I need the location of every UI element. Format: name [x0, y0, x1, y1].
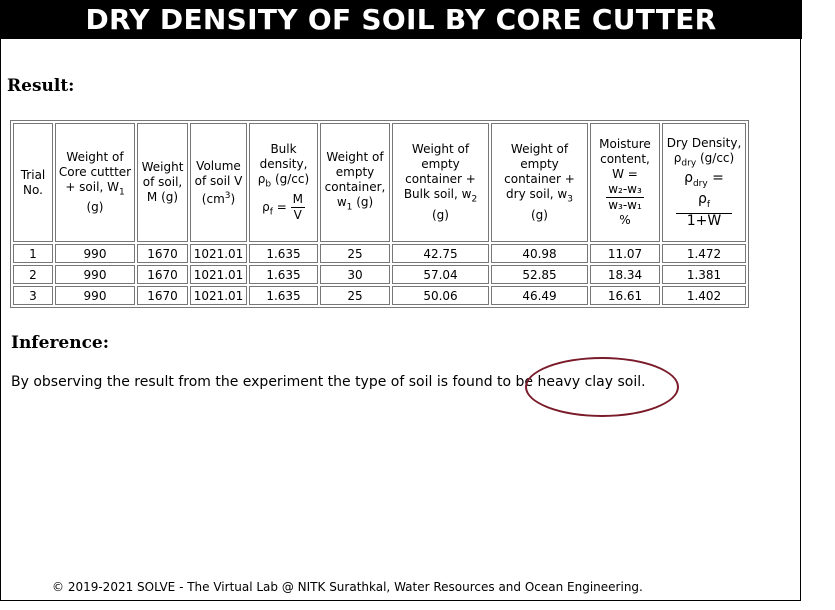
- table-cell: 1.472: [662, 244, 746, 263]
- table-cell: 16.61: [590, 286, 660, 305]
- table-cell: 1.381: [662, 265, 746, 284]
- table-cell: 1670: [137, 244, 188, 263]
- page-frame: [0, 0, 801, 601]
- table-cell: 46.49: [491, 286, 588, 305]
- table-cell: 990: [55, 286, 135, 305]
- table-cell: 1.402: [662, 286, 746, 305]
- table-cell: 30: [320, 265, 390, 284]
- header-bulk-soil: Weight of empty container + Bulk soil, w…: [392, 123, 489, 242]
- table-cell: 18.34: [590, 265, 660, 284]
- inference-heading: Inference:: [11, 333, 110, 353]
- dry-density-fraction: ρf 1+W: [676, 192, 732, 229]
- table-cell: 990: [55, 244, 135, 263]
- table-cell: 25: [320, 244, 390, 263]
- table-cell: 1021.01: [190, 265, 247, 284]
- result-table: Trial No. Weight of Core cuttter + soil,…: [10, 120, 749, 308]
- moisture-fraction: w₂-w₃ w₃-w₁: [606, 182, 644, 212]
- table-cell: 42.75: [392, 244, 489, 263]
- table-cell: 1021.01: [190, 286, 247, 305]
- table-cell: 1670: [137, 286, 188, 305]
- table-cell: 1: [13, 244, 53, 263]
- table-cell: 1.635: [249, 286, 318, 305]
- header-core-weight: Weight of Core cuttter + soil, W1 (g): [55, 123, 135, 242]
- table-row: 3 990 1670 1021.01 1.635 25 50.06 46.49 …: [13, 286, 746, 305]
- table-cell: 3: [13, 286, 53, 305]
- table-cell: 990: [55, 265, 135, 284]
- header-trial: Trial No.: [13, 123, 53, 242]
- footer-copyright: © 2019-2021 SOLVE - The Virtual Lab @ NI…: [52, 580, 643, 594]
- header-dry-density: Dry Density, ρdry (g/cc) ρdry = ρf 1+W: [662, 123, 746, 242]
- result-table-wrapper: Trial No. Weight of Core cuttter + soil,…: [10, 120, 749, 308]
- header-moisture: Moisture content, W = w₂-w₃ w₃-w₁ %: [590, 123, 660, 242]
- table-cell: 2: [13, 265, 53, 284]
- table-cell: 57.04: [392, 265, 489, 284]
- header-dry-soil: Weight of empty container + dry soil, w3…: [491, 123, 588, 242]
- highlight-ellipse: [525, 357, 679, 417]
- table-cell: 1.635: [249, 244, 318, 263]
- header-soil-weight: Weight of soil, M (g): [137, 123, 188, 242]
- table-cell: 50.06: [392, 286, 489, 305]
- result-heading: Result:: [7, 76, 75, 96]
- table-row: 1 990 1670 1021.01 1.635 25 42.75 40.98 …: [13, 244, 746, 263]
- table-row: 2 990 1670 1021.01 1.635 30 57.04 52.85 …: [13, 265, 746, 284]
- page-title: DRY DENSITY OF SOIL BY CORE CUTTER: [0, 0, 802, 39]
- table-cell: 1670: [137, 265, 188, 284]
- table-cell: 52.85: [491, 265, 588, 284]
- table-header-row: Trial No. Weight of Core cuttter + soil,…: [13, 123, 746, 242]
- table-cell: 40.98: [491, 244, 588, 263]
- header-empty-container: Weight of empty container, w1 (g): [320, 123, 390, 242]
- table-cell: 11.07: [590, 244, 660, 263]
- table-cell: 1021.01: [190, 244, 247, 263]
- header-volume: Volume of soil V (cm3): [190, 123, 247, 242]
- table-cell: 1.635: [249, 265, 318, 284]
- table-cell: 25: [320, 286, 390, 305]
- inference-text: By observing the result from the experim…: [11, 374, 646, 390]
